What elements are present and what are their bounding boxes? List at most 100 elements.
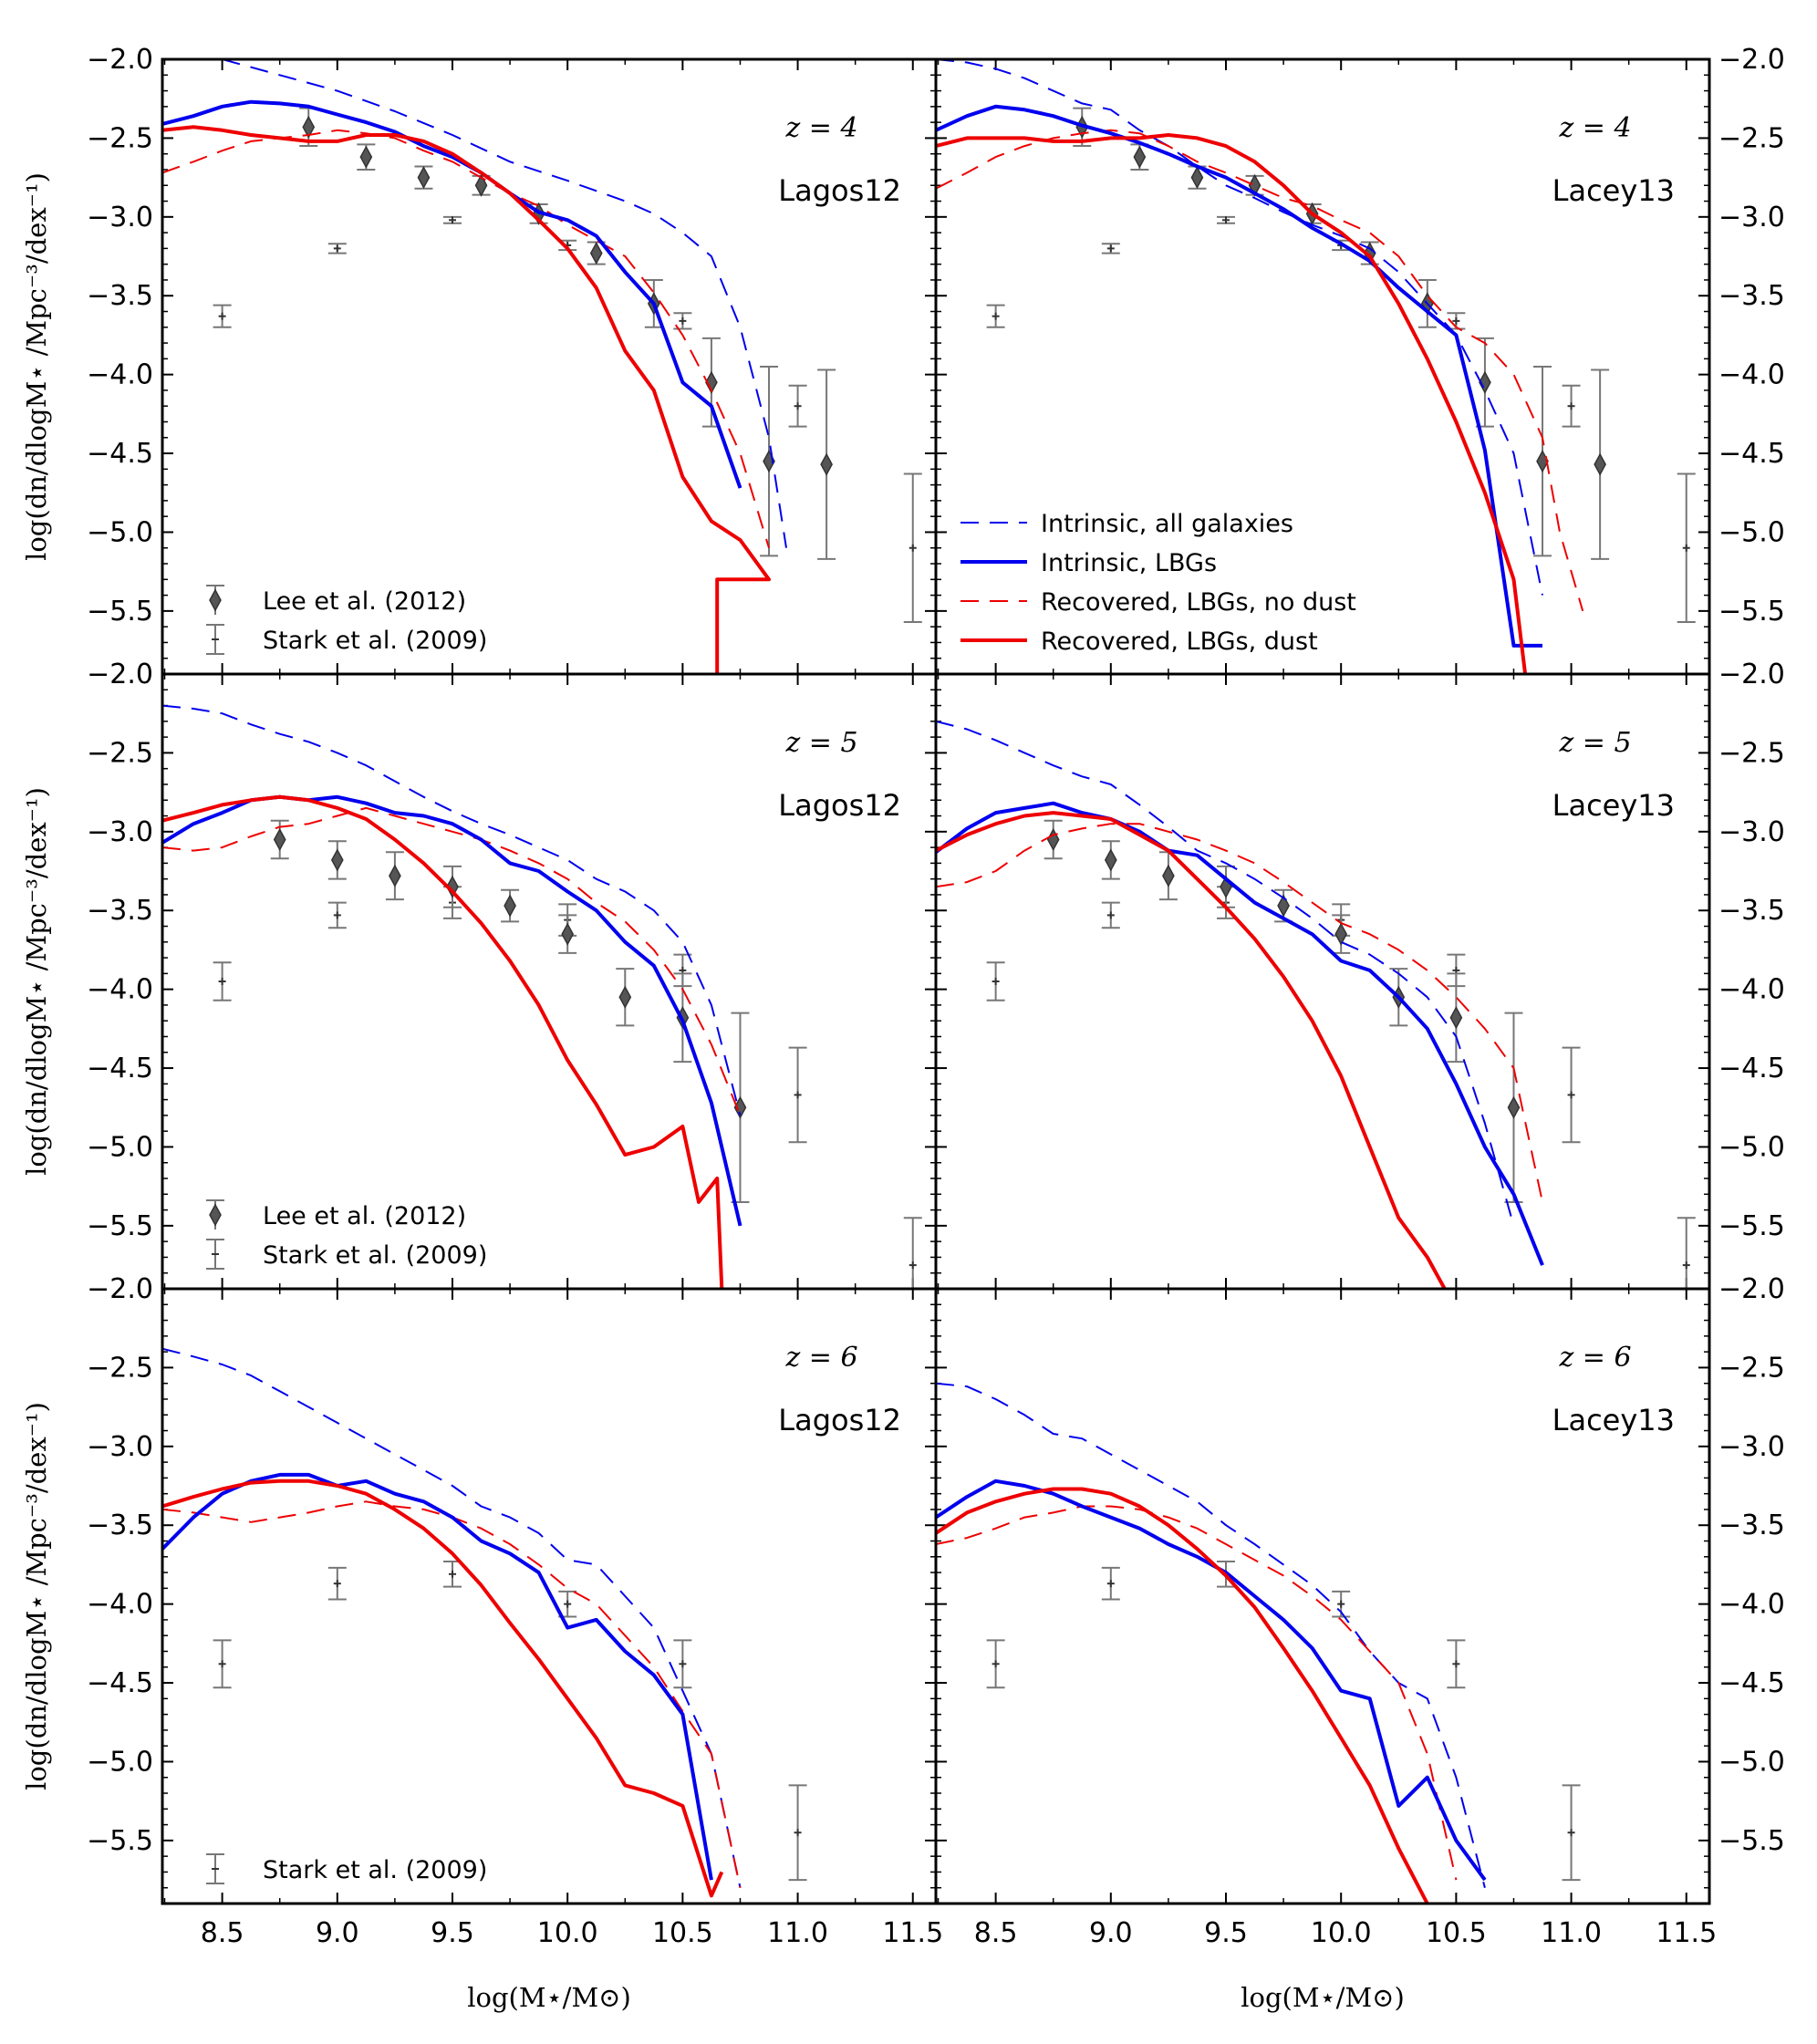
lee-marker [820, 452, 833, 476]
panel-frame [934, 57, 1711, 676]
observational-data [213, 107, 922, 623]
stark-point [213, 1639, 232, 1689]
panel-frame [161, 672, 938, 1291]
lee-point [414, 165, 433, 190]
legend-label: Lee et al. (2012) [263, 587, 466, 616]
model-curves [162, 59, 787, 674]
lee-marker [705, 370, 718, 394]
model-curves [936, 1382, 1487, 1904]
stark-point [788, 1046, 807, 1144]
stark-point [1101, 901, 1120, 929]
panel-z5-lagos12: −2.0 −2.5 −3.0 −3.5 −4.0 −4.5 −5.0 −5.5 z = 5 Lag… [87, 659, 938, 1291]
y-tick-label: −4.0 [1718, 359, 1785, 391]
lee-marker [618, 985, 632, 1009]
x-tick-label: 10.0 [1311, 1917, 1372, 1949]
lee-marker [273, 827, 286, 852]
model-label: Lagos12 [778, 1403, 901, 1437]
y-tick-label: −2.0 [87, 659, 153, 690]
y-tick-label: −4.0 [1718, 1589, 1785, 1621]
y-tick-label: −4.5 [1718, 1053, 1785, 1084]
y-tick-label: −4.5 [1718, 438, 1785, 470]
stark-point [327, 1566, 347, 1601]
legend-label: Recovered, LBGs, no dust [1041, 588, 1356, 617]
lee-marker [330, 848, 344, 872]
curve-intrinsic-lbg [162, 1472, 713, 1881]
y-tick-label: −2.5 [1718, 122, 1785, 154]
redshift-label: z = 6 [784, 1342, 857, 1374]
y-tick-label: −3.5 [1718, 1510, 1785, 1541]
lee-point [1043, 819, 1063, 860]
y-tick-label: −4.0 [87, 974, 153, 1006]
legend: Intrinsic, all galaxies Intrinsic, LBGs Re… [960, 510, 1356, 656]
curve-intrinsic-all [936, 1382, 1486, 1888]
y-tick-label: −3.0 [87, 816, 153, 848]
y-tick-label: −3.5 [1718, 895, 1785, 927]
curve-intrinsic-all [222, 59, 787, 548]
lee-point [1130, 143, 1149, 171]
lee-point [1504, 1012, 1523, 1203]
stark-point [986, 961, 1005, 1001]
lee-marker [1162, 864, 1175, 887]
redshift-label: z = 5 [784, 727, 857, 759]
x-tick-label: 11.0 [1541, 1917, 1602, 1949]
y-tick-label: −2.0 [1718, 659, 1785, 690]
stark-point [903, 472, 922, 623]
model-label: Lacey13 [1552, 173, 1675, 208]
model-label: Lagos12 [778, 173, 901, 208]
x-tick-label: 9.0 [1089, 1917, 1133, 1949]
lee-point [1158, 851, 1178, 901]
curve-intrinsic-lbg [936, 801, 1544, 1266]
model-label: Lagos12 [778, 788, 901, 823]
y-tick-label: −3.5 [1718, 280, 1785, 312]
y-tick-label: −5.5 [1718, 1210, 1785, 1242]
y-tick-label: −5.5 [1718, 596, 1785, 628]
legend: Lee et al. (2012) Stark et al. (2009) [206, 585, 487, 655]
lee-point [701, 337, 721, 428]
panel-frame [161, 57, 938, 676]
y-tick-label: −4.5 [87, 1667, 153, 1699]
y-tick-label: −3.0 [87, 1431, 153, 1463]
model-label: Lacey13 [1552, 1403, 1675, 1437]
x-tick-label: 8.5 [201, 1917, 244, 1949]
y-tick-label: −4.0 [87, 1589, 153, 1621]
lee-point [1332, 914, 1351, 954]
legend-label: Stark et al. (2009) [263, 627, 487, 655]
redshift-label: z = 4 [784, 112, 857, 144]
model-label: Lacey13 [1552, 788, 1675, 823]
curve-recovered-dust [936, 811, 1447, 1289]
axis-ticks: −2.0 −2.5 −3.0 −3.5 −4.0 −4.5 −5.0 −5.5 [936, 659, 1785, 1290]
x-tick-label: 11.5 [1656, 1917, 1717, 1949]
axis-ticks: −2.0 −2.5 −3.0 −3.5 −4.0 −4.5 −5.0 −5.5 8.5 9.0 9.… [936, 1273, 1785, 1949]
curve-intrinsic-lbg [162, 794, 742, 1227]
stark-point [1101, 243, 1120, 254]
legend-label: Intrinsic, LBGs [1041, 549, 1217, 577]
y-tick-label: −4.0 [87, 359, 153, 391]
stark-point [1101, 1566, 1120, 1601]
lee-marker [1190, 166, 1204, 190]
lee-point [443, 865, 462, 908]
y-tick-label: −3.0 [87, 202, 153, 233]
y-tick-label: −3.5 [87, 895, 153, 927]
lee-point [385, 851, 404, 901]
y-tick-label: −2.0 [1718, 44, 1785, 76]
lee-point [501, 888, 520, 923]
y-tick-label: −2.5 [87, 122, 153, 154]
x-axis-title: log(M⋆/M⊙) [467, 1982, 631, 2013]
lee-marker [389, 864, 401, 887]
lee-marker [1449, 1006, 1463, 1030]
curve-recovered-nodust [936, 823, 1543, 1203]
y-tick-label: −5.0 [1718, 516, 1785, 548]
legend-swatch [209, 588, 222, 612]
curve-intrinsic-all [162, 1347, 742, 1888]
stark-point [213, 304, 232, 328]
legend-label: Intrinsic, all galaxies [1041, 510, 1293, 538]
legend: Lee et al. (2012) Stark et al. (2009) [206, 1199, 487, 1270]
y-tick-label: −2.0 [1718, 1273, 1785, 1305]
axis-ticks: −2.0 −2.5 −3.0 −3.5 −4.0 −4.5 −5.0 −5.5 [87, 44, 936, 675]
lee-marker [1334, 922, 1348, 946]
stark-point [1562, 1784, 1581, 1882]
legend-label: Recovered, LBGs, dust [1041, 628, 1318, 656]
y-tick-label: −5.5 [1718, 1825, 1785, 1857]
y-tick-label: −4.5 [87, 1053, 153, 1084]
observational-data [986, 819, 1696, 1289]
